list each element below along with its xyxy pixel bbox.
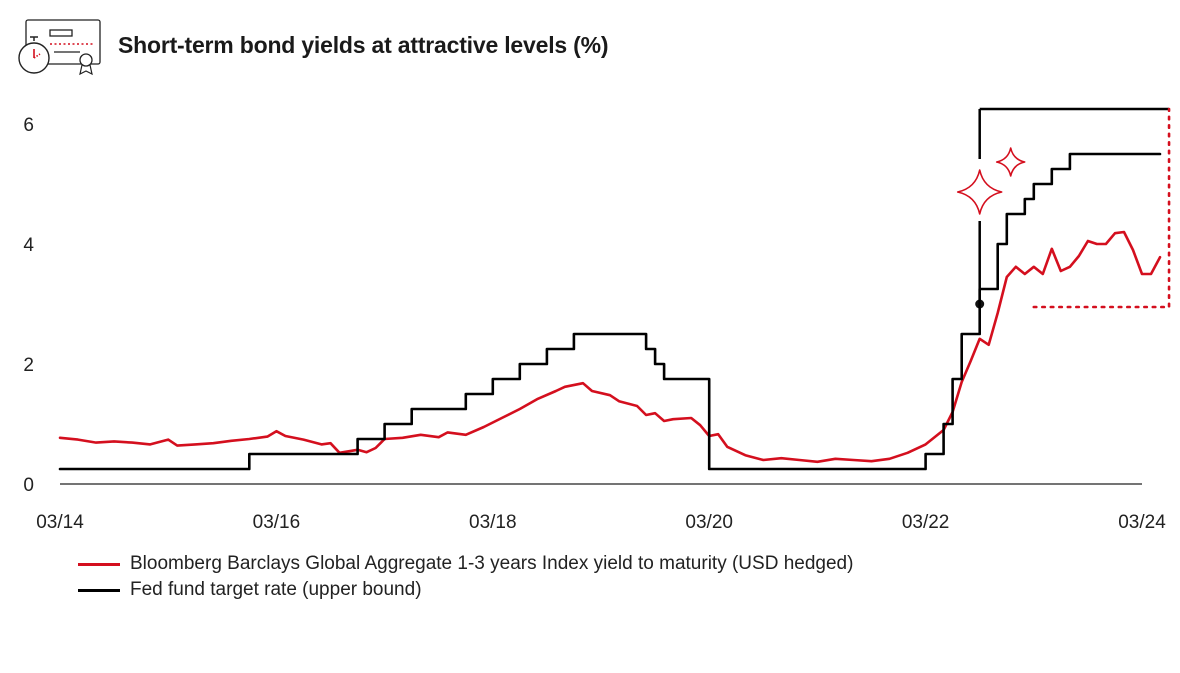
x-tick-label: 03/14 xyxy=(36,512,84,533)
chart-legend: Bloomberg Barclays Global Aggregate 1-3 … xyxy=(78,551,853,603)
x-tick-label: 03/20 xyxy=(685,512,733,533)
y-tick-label: 6 xyxy=(23,115,34,136)
sparkle-icon xyxy=(995,147,1026,177)
y-tick-label: 4 xyxy=(23,235,34,256)
series-line-bond-yield xyxy=(58,230,1162,464)
y-tick-label: 2 xyxy=(23,355,34,376)
y-tick-label: 0 xyxy=(23,475,34,496)
legend-label: Bloomberg Barclays Global Aggregate 1-3 … xyxy=(130,553,854,574)
sparkle-icon xyxy=(956,169,1003,215)
x-tick-label: 03/22 xyxy=(902,512,950,533)
annotation-dotted-bracket xyxy=(1032,107,1171,309)
chart-title: Short-term bond yields at attractive lev… xyxy=(118,32,609,58)
legend-item-bond-yield: Bloomberg Barclays Global Aggregate 1-3 … xyxy=(78,551,853,577)
certificate-stopwatch-icon xyxy=(14,16,106,78)
legend-item-fed-rate: Fed fund target rate (upper bound) xyxy=(78,577,853,603)
line-chart: 0 2 4 6 03/14 03/16 03/18 03/20 03/22 03/24 xyxy=(23,107,1171,533)
series-line-fed-rate xyxy=(58,152,1162,471)
legend-label: Fed fund target rate (upper bound) xyxy=(130,579,422,600)
legend-swatch-black xyxy=(78,588,120,592)
legend-swatch-red xyxy=(78,562,120,566)
x-tick-label: 03/16 xyxy=(253,512,301,533)
x-tick-label: 03/18 xyxy=(469,512,517,533)
x-tick-label: 03/24 xyxy=(1118,512,1166,533)
